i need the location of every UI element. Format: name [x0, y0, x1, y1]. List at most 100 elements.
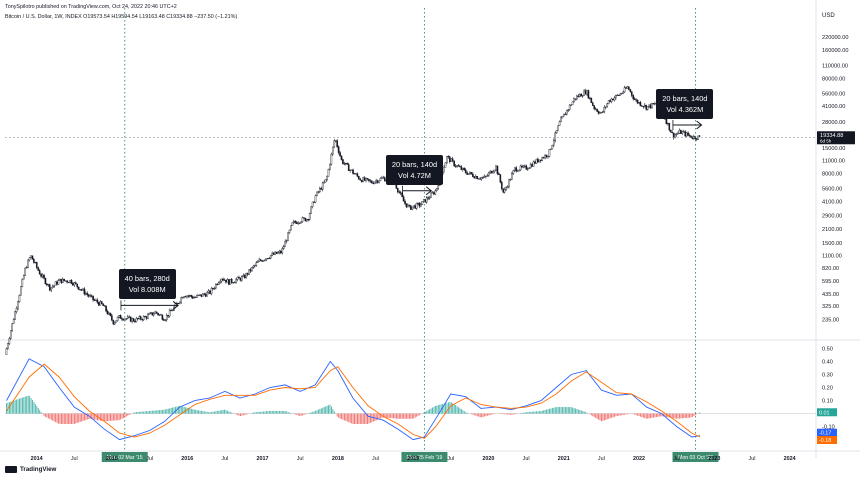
price-candle-body [86, 293, 89, 296]
price-candle-body [496, 165, 499, 174]
price-candle-body [233, 282, 236, 284]
price-candle-body [142, 316, 145, 321]
price-candle-body [641, 105, 643, 107]
price-candle-body [474, 176, 477, 179]
price-candle-body [482, 177, 484, 179]
price-candle-body [265, 258, 268, 261]
price-tick-label: 2900.00 [822, 214, 842, 220]
price-candle-body [464, 169, 467, 173]
price-candle-body [576, 95, 578, 100]
price-candle-body [259, 259, 262, 261]
price-candle-body [282, 246, 285, 249]
price-candle-body [238, 276, 240, 279]
time-tick-label: 2018 [332, 456, 344, 462]
price-candle-body [69, 279, 71, 283]
price-candle-body [236, 276, 239, 280]
price-candle-body [228, 279, 230, 285]
price-candle-body [366, 178, 369, 180]
price-candle-body [573, 98, 575, 103]
time-tick-label: Jul [221, 456, 228, 462]
price-candle-body [189, 295, 191, 297]
price-candle-body [129, 316, 132, 322]
price-candle-body [165, 315, 168, 321]
price-candle-body [48, 284, 51, 291]
price-candle-body [70, 279, 73, 284]
price-candle-body [638, 102, 640, 104]
measure-arrow-head [696, 120, 703, 130]
price-candle-body [24, 267, 27, 276]
price-candle-body [594, 108, 597, 110]
price-candle-body [47, 284, 50, 286]
price-candle-body [489, 170, 492, 174]
price-candle-body [451, 158, 454, 162]
price-candle-body [681, 131, 684, 134]
price-candle-body [356, 173, 359, 177]
price-candle-body [629, 89, 632, 92]
price-candle-body [552, 140, 555, 146]
price-candle-body [483, 176, 486, 178]
price-candle-body [73, 282, 76, 286]
price-candle-body [499, 174, 502, 183]
price-candle-body [554, 132, 557, 141]
price-candle-body [158, 314, 161, 316]
price-candle-body [41, 274, 44, 277]
price-candle-body [457, 165, 460, 167]
price-candle-body [180, 297, 182, 303]
price-candle-body [363, 177, 366, 181]
price-candle-body [82, 288, 84, 291]
price-candle-body [329, 163, 331, 170]
macd-tick-label: 0.40 [822, 360, 833, 366]
price-candle-body [570, 104, 572, 106]
price-tick-label: 15000.00 [822, 146, 845, 152]
price-candle-body [108, 312, 110, 315]
price-candle-body [51, 286, 54, 288]
time-tick-label: 2014 [31, 456, 43, 462]
price-candle-body [378, 180, 380, 183]
price-candle-body [625, 87, 627, 89]
price-candle-body [477, 178, 480, 180]
price-candle-body [349, 169, 351, 171]
price-candle-body [567, 109, 570, 111]
price-candle-body [561, 115, 564, 119]
price-candle-body [617, 94, 620, 96]
price-candle-body [164, 319, 167, 321]
price-candle-body [687, 132, 689, 136]
price-candle-body [284, 241, 286, 247]
price-candle-body [8, 338, 11, 345]
macd-line [6, 358, 701, 441]
price-candle-body [106, 310, 109, 315]
price-candle-body [186, 295, 188, 298]
price-tick-label: 595.00 [822, 279, 839, 285]
price-candle-body [206, 292, 208, 297]
date-marker-badge [672, 452, 719, 462]
price-candle-body [90, 295, 93, 297]
price-candle-body [310, 206, 312, 214]
price-candle-body [557, 125, 559, 131]
price-candle-body [337, 146, 340, 153]
price-candle-body [602, 111, 604, 113]
price-candle-body [147, 314, 149, 319]
price-candle-body [187, 295, 190, 297]
macd-value-badge [817, 428, 837, 437]
price-candle-body [216, 283, 219, 285]
bar-countdown-label: 6d 5h [820, 138, 832, 143]
price-candle-body [321, 182, 324, 190]
price-candle-body [545, 154, 548, 158]
price-candle-body [345, 162, 347, 164]
price-candle-body [157, 312, 159, 316]
price-candle-body [43, 274, 45, 279]
price-candle-body [433, 192, 435, 195]
price-candle-body [264, 259, 266, 261]
price-candle-body [287, 232, 289, 241]
price-candle-body [472, 173, 474, 177]
price-candle-body [371, 180, 373, 184]
price-candle-body [213, 287, 216, 290]
price-candle-body [267, 258, 269, 260]
price-candle-body [563, 113, 565, 117]
price-candle-body [476, 176, 479, 180]
macd-value-badge [817, 435, 837, 444]
price-candle-body [53, 284, 55, 287]
price-candle-body [119, 315, 122, 319]
price-candle-body [217, 282, 220, 285]
